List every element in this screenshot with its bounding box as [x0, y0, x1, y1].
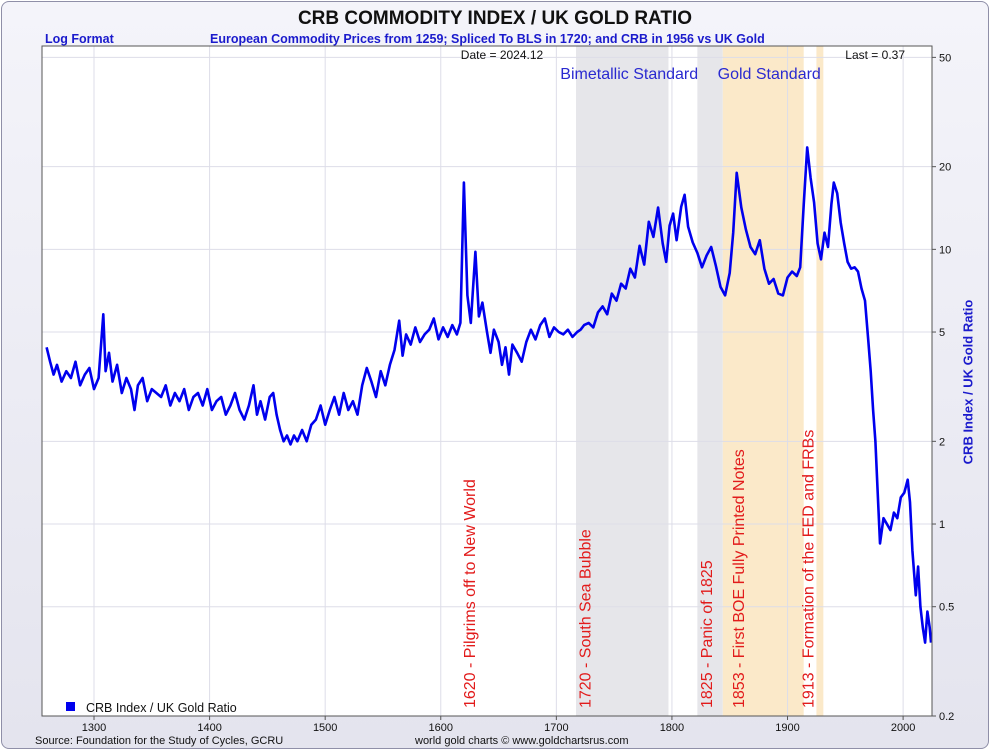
- x-tick-label: 1600: [429, 722, 453, 734]
- log-format-note: Log Format: [45, 32, 114, 46]
- regime-label: Bimetallic Standard: [560, 66, 698, 83]
- regime-label: Gold Standard: [718, 66, 821, 83]
- x-tick-label: 1900: [775, 722, 799, 734]
- regime-band: [576, 46, 669, 716]
- legend-swatch: [66, 702, 75, 711]
- y-tick-label: 0.5: [939, 602, 954, 614]
- credit-note: world gold charts © www.goldchartsrus.co…: [415, 735, 629, 747]
- y-tick-label: 2: [939, 436, 945, 448]
- x-tick-label: 1700: [544, 722, 568, 734]
- chart-subtitle: European Commodity Prices from 1259; Spl…: [210, 32, 765, 46]
- event-label: 1913 - Formation of the FED and FRBs: [801, 430, 818, 708]
- x-tick-label: 1400: [197, 722, 221, 734]
- y-axis-title: CRB Index / UK Gold Ratio: [960, 299, 976, 465]
- chart-title: CRB COMMODITY INDEX / UK GOLD RATIO: [297, 8, 693, 29]
- x-tick-label: 2000: [891, 722, 915, 734]
- y-tick-label: 1: [939, 519, 945, 531]
- y-tick-label: 20: [939, 162, 951, 174]
- event-label: 1620 - Pilgrims off to New World: [462, 479, 479, 708]
- x-tick-label: 1300: [82, 722, 106, 734]
- event-label: 1853 - First BOE Fully Printed Notes: [731, 449, 748, 708]
- x-tick-label: 1500: [313, 722, 337, 734]
- y-tick-label: 10: [939, 244, 951, 256]
- source-note: Source: Foundation for the Study of Cycl…: [35, 735, 284, 747]
- series-line: [45, 146, 933, 644]
- x-tick-label: 1800: [660, 722, 684, 734]
- legend-label: CRB Index / UK Gold Ratio: [86, 701, 237, 715]
- y-tick-label: 50: [939, 52, 951, 64]
- date-label: Date = 2024.12: [461, 48, 544, 62]
- band-pre-gold: [697, 46, 723, 716]
- event-label: 1720 - South Sea Bubble: [577, 529, 594, 708]
- regime-band: [722, 46, 804, 716]
- regime-band: [816, 46, 824, 716]
- y-tick-label: 0.2: [939, 711, 954, 723]
- last-label: Last = 0.37: [845, 48, 905, 62]
- plot-border: [41, 45, 933, 717]
- y-tick-label: 5: [939, 327, 945, 339]
- event-label: 1825 - Panic of 1825: [699, 560, 716, 708]
